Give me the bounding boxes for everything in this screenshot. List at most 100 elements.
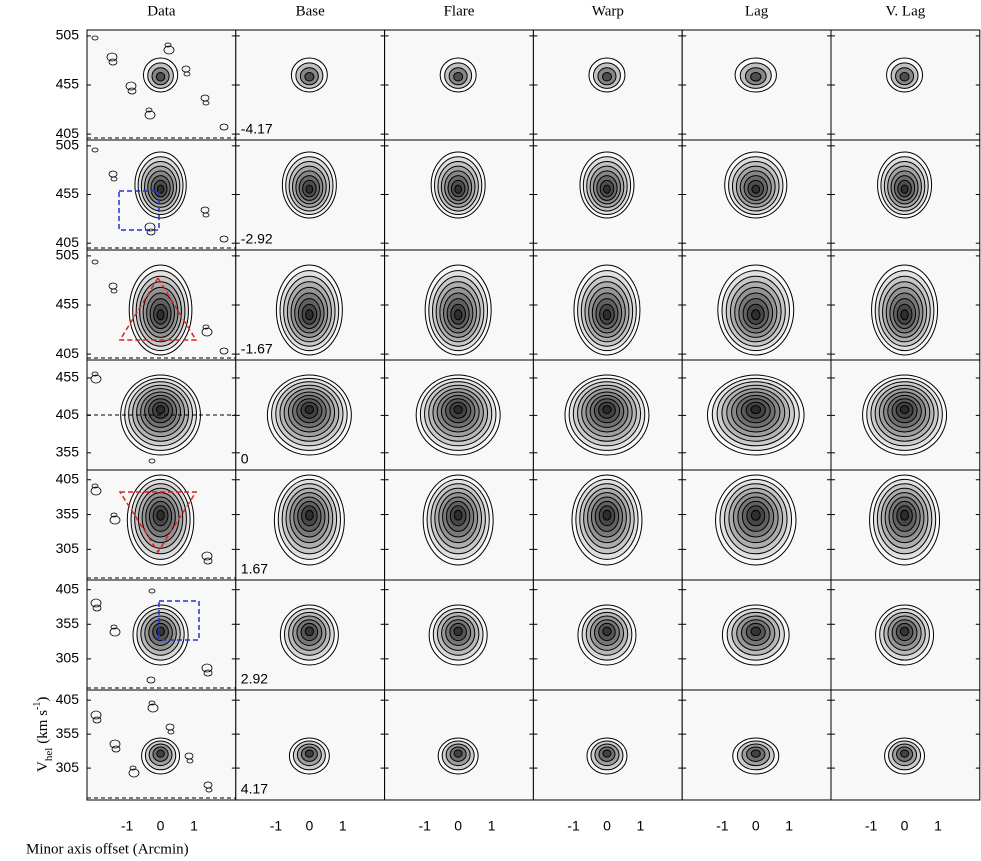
contour [156, 749, 165, 758]
noise-contour [164, 42, 172, 48]
noise-contour [108, 282, 118, 290]
y-tick-label: 355 [56, 725, 80, 741]
noise-contour [110, 512, 118, 518]
y-label-unit: (km s [35, 710, 51, 744]
contour [750, 626, 762, 637]
noise-contour [109, 739, 121, 749]
noise-contour [148, 700, 156, 706]
noise-contour [200, 206, 210, 214]
column-title: Flare [444, 3, 475, 19]
contour [304, 72, 315, 82]
x-tick-label: -1 [418, 818, 431, 834]
contour [751, 309, 761, 321]
y-tick-label: 405 [56, 345, 80, 361]
panel [681, 359, 832, 471]
panel [86, 359, 237, 471]
panel [86, 29, 237, 141]
x-tick-label: 0 [603, 818, 611, 834]
row-label: 2.92 [241, 671, 268, 687]
contour [750, 509, 761, 521]
contour [156, 509, 165, 521]
panel [681, 249, 832, 361]
row-label: 0 [241, 451, 249, 467]
y-tick-label: 405 [56, 125, 80, 141]
row-label: -1.67 [241, 341, 273, 357]
row-label: -2.92 [241, 231, 273, 247]
contour [601, 72, 612, 82]
panel [681, 469, 832, 581]
x-tick-label: 0 [752, 818, 760, 834]
x-tick-label: 1 [190, 818, 198, 834]
y-tick-label: 305 [56, 650, 80, 666]
noise-contour [201, 551, 213, 561]
y-tick-label: 405 [56, 406, 80, 422]
x-tick-label: 1 [785, 818, 793, 834]
contour [156, 405, 166, 415]
y-axis-label: Vhel (km s-1) [32, 697, 54, 772]
noise-contour [184, 752, 194, 760]
panel [681, 689, 832, 801]
contour [751, 184, 761, 194]
y-tick-label: 355 [56, 615, 80, 631]
panel [830, 29, 981, 141]
x-axis-label: Minor axis offset (Arcmin) [26, 841, 189, 857]
noise-contour [219, 235, 229, 243]
contour [305, 309, 314, 321]
y-tick-label: 355 [56, 443, 80, 459]
noise-contour [91, 259, 99, 265]
y-tick-label: 455 [56, 296, 80, 312]
contour [900, 184, 909, 194]
noise-contour [163, 45, 175, 55]
noise-contour [219, 347, 229, 355]
panel [532, 689, 683, 801]
x-tick-label: -1 [567, 818, 580, 834]
contour [899, 405, 910, 415]
panel [86, 139, 237, 251]
contour [453, 309, 463, 321]
y-tick-label: 505 [56, 137, 80, 153]
panel [235, 469, 386, 581]
noise-contour [109, 627, 121, 637]
noise-contour [125, 81, 137, 91]
noise-contour [203, 669, 213, 677]
noise-contour [91, 147, 99, 153]
panel [830, 689, 981, 801]
contour [750, 72, 762, 82]
x-tick-label: 1 [488, 818, 496, 834]
noise-contour [144, 110, 156, 120]
contour [453, 509, 463, 521]
y-tick-label: 405 [56, 470, 80, 486]
noise-contour [203, 781, 213, 789]
contour [602, 309, 612, 321]
noise-contour [202, 324, 210, 330]
x-tick-label: 1 [637, 818, 645, 834]
panel [384, 359, 534, 471]
contour [156, 626, 165, 637]
row-label: -4.17 [241, 121, 273, 137]
x-tick-label: 0 [901, 818, 909, 834]
y-tick-label: 455 [56, 369, 80, 385]
noise-contour [219, 123, 229, 131]
y-tick-label: 505 [56, 247, 80, 263]
noise-contour [91, 35, 99, 41]
x-tick-label: -1 [865, 818, 878, 834]
panel [681, 579, 832, 691]
y-tick-label: 355 [56, 505, 80, 521]
panel [830, 359, 981, 471]
noise-contour [201, 663, 213, 673]
contour [453, 405, 463, 415]
panel [86, 579, 237, 691]
x-tick-label: 0 [157, 818, 165, 834]
contour [304, 749, 314, 758]
column-title: Warp [592, 3, 624, 19]
x-tick-label: 1 [339, 818, 347, 834]
panel [384, 139, 534, 251]
panel [681, 29, 832, 141]
y-tick-label: 305 [56, 540, 80, 556]
noise-contour [203, 557, 213, 565]
contour [305, 184, 314, 194]
contour [603, 184, 611, 194]
panel [830, 469, 981, 581]
contour [899, 626, 910, 637]
noise-contour [129, 765, 137, 771]
